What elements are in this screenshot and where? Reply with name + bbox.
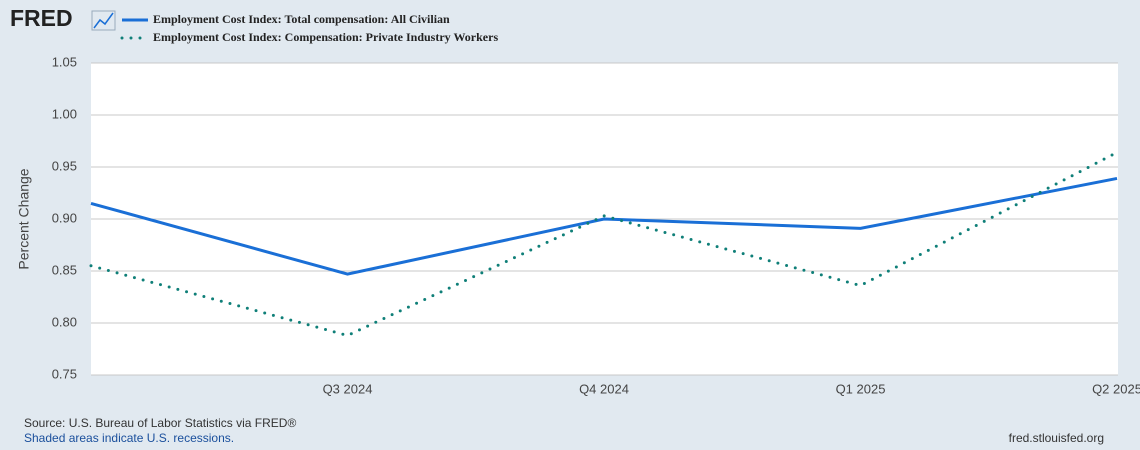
note: Shaded areas indicate U.S. recessions. (24, 431, 234, 445)
series-line (90, 176, 1118, 276)
y-tick-label: 0.90 (52, 210, 77, 225)
credit: fred.stlouisfed.org (1009, 431, 1104, 445)
source: Source: U.S. Bureau of Labor Statistics … (24, 416, 296, 430)
y-tick-label: 1.00 (52, 106, 77, 121)
legend-label: Employment Cost Index: Compensation: Pri… (153, 30, 498, 44)
y-tick-label: 1.05 (52, 54, 77, 69)
y-axis-label: Percent Change (16, 168, 32, 269)
x-tick-label: Q2 2025 (1092, 381, 1140, 396)
logo: FRED (10, 5, 73, 31)
x-tick-label: Q3 2024 (323, 381, 373, 396)
x-tick-label: Q1 2025 (836, 381, 886, 396)
legend-label: Employment Cost Index: Total compensatio… (153, 12, 450, 26)
logo-icon (93, 12, 114, 29)
logo-icon-frame (91, 10, 116, 31)
series-line (89, 150, 1119, 338)
y-tick-label: 0.95 (52, 158, 77, 173)
y-tick-label: 0.80 (52, 314, 77, 329)
x-tick-label: Q4 2024 (579, 381, 629, 396)
y-tick-label: 0.85 (52, 262, 77, 277)
y-tick-label: 0.75 (52, 366, 77, 381)
